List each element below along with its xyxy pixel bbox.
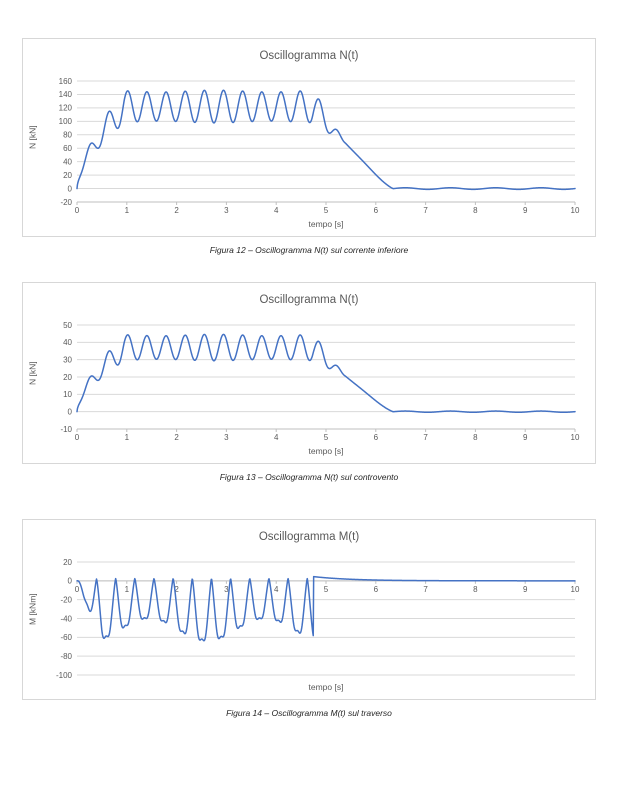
svg-text:2: 2 xyxy=(174,585,179,594)
svg-text:7: 7 xyxy=(423,433,428,442)
svg-text:0: 0 xyxy=(68,577,73,586)
svg-text:80: 80 xyxy=(63,131,72,140)
svg-text:10: 10 xyxy=(571,206,580,215)
svg-text:0: 0 xyxy=(68,184,73,193)
svg-text:4: 4 xyxy=(274,206,279,215)
chart-title: Oscillogramma N(t) xyxy=(259,50,359,62)
svg-text:100: 100 xyxy=(59,117,73,126)
svg-text:20: 20 xyxy=(63,373,72,382)
chart-title: Oscillogramma M(t) xyxy=(258,531,360,543)
svg-text:9: 9 xyxy=(523,585,528,594)
y-axis-title: N [kN] xyxy=(27,361,38,385)
chart-title: Oscillogramma N(t) xyxy=(259,294,359,306)
figure-12-block: Oscillogramma N(t) N [kN] tempo [s] -20 0… xyxy=(22,38,596,255)
svg-text:10: 10 xyxy=(571,585,580,594)
svg-text:5: 5 xyxy=(324,585,329,594)
svg-text:60: 60 xyxy=(63,144,72,153)
svg-text:3: 3 xyxy=(224,206,229,215)
svg-text:6: 6 xyxy=(374,585,379,594)
svg-text:-20: -20 xyxy=(60,198,72,207)
svg-text:9: 9 xyxy=(523,433,528,442)
svg-text:8: 8 xyxy=(473,433,478,442)
svg-text:20: 20 xyxy=(63,558,72,567)
svg-text:4: 4 xyxy=(274,585,279,594)
svg-text:10: 10 xyxy=(63,390,72,399)
svg-text:8: 8 xyxy=(473,206,478,215)
svg-text:1: 1 xyxy=(125,206,130,215)
svg-text:3: 3 xyxy=(224,433,229,442)
svg-text:1: 1 xyxy=(125,585,130,594)
svg-text:0: 0 xyxy=(75,433,80,442)
figure-caption: Figura 13 – Oscillogramma N(t) sul contr… xyxy=(219,472,399,482)
svg-text:-80: -80 xyxy=(60,652,72,661)
figure-caption: Figura 12 – Oscillogramma N(t) sul corre… xyxy=(209,245,409,255)
svg-text:-40: -40 xyxy=(60,614,72,623)
svg-text:0: 0 xyxy=(68,407,73,416)
svg-text:40: 40 xyxy=(63,157,72,166)
svg-text:1: 1 xyxy=(125,433,130,442)
svg-text:-60: -60 xyxy=(60,633,72,642)
x-axis-title: tempo [s] xyxy=(308,446,344,456)
figure-13-block: Oscillogramma N(t) N [kN] tempo [s] -10 0… xyxy=(22,282,596,482)
svg-text:30: 30 xyxy=(63,355,72,364)
chart-oscillogramma-n-corrente-inferiore: Oscillogramma N(t) N [kN] tempo [s] -20 0… xyxy=(22,38,596,237)
svg-text:20: 20 xyxy=(63,171,72,180)
chart-oscillogramma-m-traverso: Oscillogramma M(t) M [kNm] tempo [s] -10… xyxy=(22,519,596,700)
svg-text:2: 2 xyxy=(174,433,179,442)
svg-text:5: 5 xyxy=(324,433,329,442)
svg-text:8: 8 xyxy=(473,585,478,594)
svg-text:120: 120 xyxy=(59,104,73,113)
svg-text:50: 50 xyxy=(63,321,72,330)
svg-text:10: 10 xyxy=(571,433,580,442)
svg-text:0: 0 xyxy=(75,206,80,215)
svg-text:0: 0 xyxy=(75,585,80,594)
svg-text:-20: -20 xyxy=(60,595,72,604)
svg-text:3: 3 xyxy=(224,585,229,594)
chart-oscillogramma-n-controvento: Oscillogramma N(t) N [kN] tempo [s] -10 0… xyxy=(22,282,596,464)
svg-text:40: 40 xyxy=(63,338,72,347)
figure-caption: Figura 14 – Oscillogramma M(t) sul trave… xyxy=(226,708,392,718)
x-axis-title: tempo [s] xyxy=(308,682,344,692)
figure-14-block: Oscillogramma M(t) M [kNm] tempo [s] -10… xyxy=(22,519,596,718)
y-axis-title: M [kNm] xyxy=(27,593,38,626)
svg-text:160: 160 xyxy=(59,77,73,86)
y-axis-title: N [kN] xyxy=(27,125,38,150)
svg-text:9: 9 xyxy=(523,206,528,215)
x-axis-title: tempo [s] xyxy=(308,219,344,229)
svg-text:-100: -100 xyxy=(56,671,73,680)
svg-text:7: 7 xyxy=(423,585,428,594)
svg-text:-10: -10 xyxy=(60,425,72,434)
svg-text:4: 4 xyxy=(274,433,279,442)
svg-text:2: 2 xyxy=(174,206,179,215)
svg-text:6: 6 xyxy=(374,433,379,442)
svg-text:6: 6 xyxy=(374,206,379,215)
svg-text:5: 5 xyxy=(324,206,329,215)
svg-text:7: 7 xyxy=(423,206,428,215)
svg-text:140: 140 xyxy=(59,90,73,99)
